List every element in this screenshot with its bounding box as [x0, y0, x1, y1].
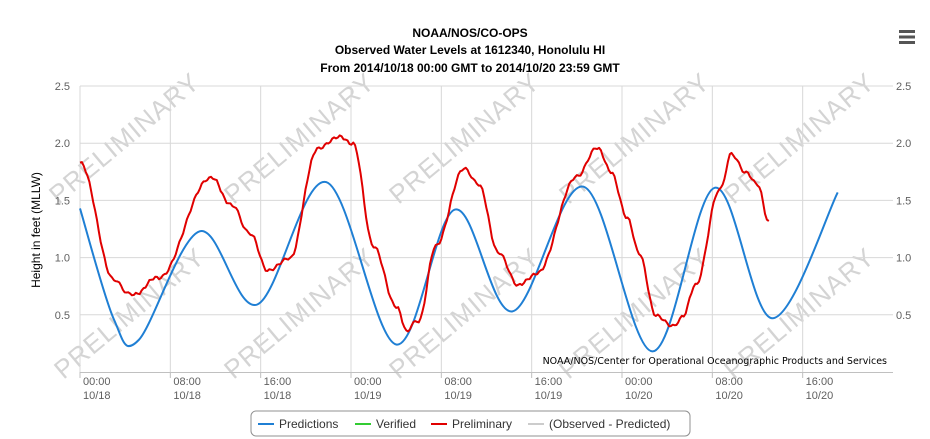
x-tick-date: 10/20 — [715, 390, 743, 402]
legend-label: (Observed - Predicted) — [549, 417, 670, 431]
title-station: Observed Water Levels at 1612340, Honolu… — [335, 43, 605, 57]
watermark-text: PRELIMINARY — [48, 242, 210, 385]
y-tick-label-left: 2.0 — [55, 138, 70, 150]
series-line-preliminary — [79, 134, 770, 333]
x-tick-time: 08:00 — [715, 376, 743, 388]
x-tick-date: 10/20 — [625, 390, 653, 402]
x-tick-date: 10/19 — [354, 390, 382, 402]
title-agency: NOAA/NOS/CO-OPS — [412, 26, 527, 40]
y-tick-label-right: 1.5 — [896, 195, 911, 207]
y-tick-label-right: 2.5 — [896, 81, 911, 93]
hamburger-bar — [899, 35, 915, 39]
legend-box — [250, 410, 691, 437]
x-tick-time: 08:00 — [173, 376, 201, 388]
x-tick-time: 00:00 — [625, 376, 653, 388]
y-axis-left-labels: 0.5 1.0 1.5 2.0 2.5 — [55, 81, 70, 322]
y-tick-label-left: 1.0 — [55, 253, 70, 265]
watermark-text: PRELIMINARY — [383, 242, 545, 385]
chart-menu-button[interactable] — [896, 27, 918, 45]
y-tick-label-left: 1.5 — [55, 195, 70, 207]
legend-item-preliminary[interactable]: Preliminary — [431, 417, 512, 431]
title-date-range: From 2014/10/18 00:00 GMT to 2014/10/20 … — [320, 61, 620, 75]
credit-text: NOAA/NOS/Center for Operational Oceanogr… — [543, 356, 887, 367]
watermark-text: PRELIMINARY — [218, 242, 380, 385]
watermark-layer: PRELIMINARY PRELIMINARY PRELIMINARY PRELIMI… — [43, 67, 880, 385]
x-tick-time: 16:00 — [535, 376, 563, 388]
legend-label: Preliminary — [452, 417, 512, 431]
legend-label: Predictions — [279, 417, 338, 431]
y-tick-label-left: 0.5 — [55, 310, 70, 322]
watermark-text: PRELIMINARY — [218, 67, 380, 210]
y-axis-title: Height in feet (MLLW) — [29, 172, 43, 288]
x-tick-date: 10/18 — [264, 390, 292, 402]
x-tick-time: 00:00 — [354, 376, 382, 388]
hamburger-bar — [899, 41, 915, 44]
hamburger-bar — [899, 30, 915, 33]
hamburger-menu-icon — [899, 30, 915, 44]
series-layer — [79, 134, 839, 353]
x-tick-date: 10/20 — [806, 390, 834, 402]
x-tick-time: 08:00 — [444, 376, 472, 388]
legend-item-observed-predicted[interactable]: (Observed - Predicted) — [528, 417, 670, 431]
legend: Predictions Verified Preliminary (Observed … — [250, 410, 691, 437]
x-tick-date: 10/18 — [173, 390, 201, 402]
x-tick-date: 10/19 — [444, 390, 472, 402]
y-tick-label-right: 0.5 — [896, 310, 911, 322]
y-tick-label-right: 1.0 — [896, 253, 911, 265]
series-line-predictions — [79, 181, 839, 353]
watermark-text: PRELIMINARY — [718, 67, 880, 210]
y-axis-right-labels: 0.5 1.0 1.5 2.0 2.5 — [896, 81, 911, 322]
y-tick-label-left: 2.5 — [55, 81, 70, 93]
x-tick-date: 10/19 — [535, 390, 563, 402]
legend-label: Verified — [376, 417, 416, 431]
x-axis-labels: 00:00 10/18 08:00 10/18 16:00 10/18 00:00 10/19… — [83, 376, 833, 402]
chart-title: NOAA/NOS/CO-OPS Observed Water Levels at… — [320, 26, 620, 75]
x-tick-time: 16:00 — [264, 376, 292, 388]
legend-item-verified[interactable]: Verified — [355, 417, 416, 431]
legend-item-predictions[interactable]: Predictions — [258, 417, 338, 431]
x-tick-time: 16:00 — [806, 376, 834, 388]
x-tick-date: 10/18 — [83, 390, 111, 402]
watermark-text: PRELIMINARY — [383, 67, 545, 210]
y-tick-label-right: 2.0 — [896, 138, 911, 150]
x-tick-time: 00:00 — [83, 376, 111, 388]
